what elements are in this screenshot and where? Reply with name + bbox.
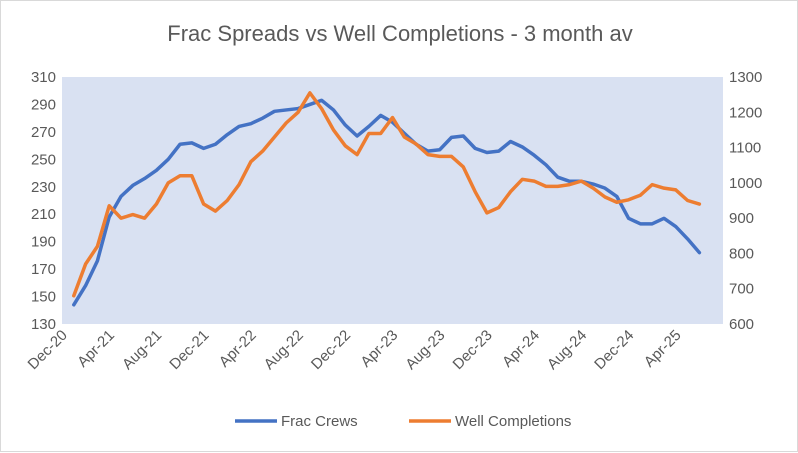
x-tick-label: Aug-21 — [119, 327, 165, 373]
left-tick-label: 250 — [31, 151, 56, 168]
x-tick-label: Apr-21 — [74, 327, 118, 371]
legend-label: Well Completions — [455, 413, 571, 430]
legend[interactable]: Frac Crews Well Completions — [235, 413, 571, 430]
legend-label: Frac Crews — [281, 413, 358, 430]
left-tick-label: 290 — [31, 96, 56, 113]
x-tick-label: Dec-23 — [450, 327, 496, 373]
x-tick-label: Dec-24 — [591, 327, 637, 373]
left-tick-label: 210 — [31, 206, 56, 223]
series-layer — [72, 91, 702, 307]
right-tick-label: 900 — [729, 210, 754, 227]
left-tick-label: 170 — [31, 261, 56, 278]
right-y-axis: 600 700 800 900 1000 1100 1200 1300 — [729, 69, 762, 333]
x-tick-label: Aug-24 — [544, 327, 590, 373]
right-tick-label: 700 — [729, 281, 754, 298]
x-tick-label: Apr-22 — [216, 327, 260, 371]
right-tick-label: 1200 — [729, 104, 762, 121]
x-tick-label: Aug-23 — [402, 327, 448, 373]
right-tick-label: 800 — [729, 245, 754, 262]
right-tick-label: 600 — [729, 316, 754, 333]
x-tick-label: Apr-23 — [357, 327, 401, 371]
left-tick-label: 230 — [31, 179, 56, 196]
x-axis: Dec-20 Apr-21 Aug-21 Dec-21 Apr-22 Aug-22 Dec-… — [25, 327, 685, 373]
x-tick-label: Dec-20 — [25, 327, 71, 373]
series-line-well-completions — [72, 91, 702, 298]
chart-title: Frac Spreads vs Well Completions - 3 mon… — [167, 21, 632, 46]
right-tick-label: 1000 — [729, 175, 762, 192]
left-tick-label: 190 — [31, 234, 56, 251]
left-tick-label: 310 — [31, 69, 56, 86]
right-tick-label: 1100 — [729, 140, 761, 157]
right-tick-label: 1300 — [729, 69, 762, 86]
x-tick-label: Apr-24 — [499, 327, 543, 371]
left-tick-label: 270 — [31, 124, 56, 141]
x-tick-label: Apr-25 — [641, 327, 685, 371]
left-y-axis: 130 150 170 190 210 230 250 270 290 310 — [31, 69, 56, 333]
x-tick-label: Dec-21 — [166, 327, 212, 373]
series-line-frac-crews — [72, 98, 702, 307]
left-tick-label: 150 — [31, 289, 56, 306]
left-tick-label: 130 — [31, 316, 56, 333]
x-tick-label: Aug-22 — [261, 327, 307, 373]
x-tick-label: Dec-22 — [308, 327, 354, 373]
